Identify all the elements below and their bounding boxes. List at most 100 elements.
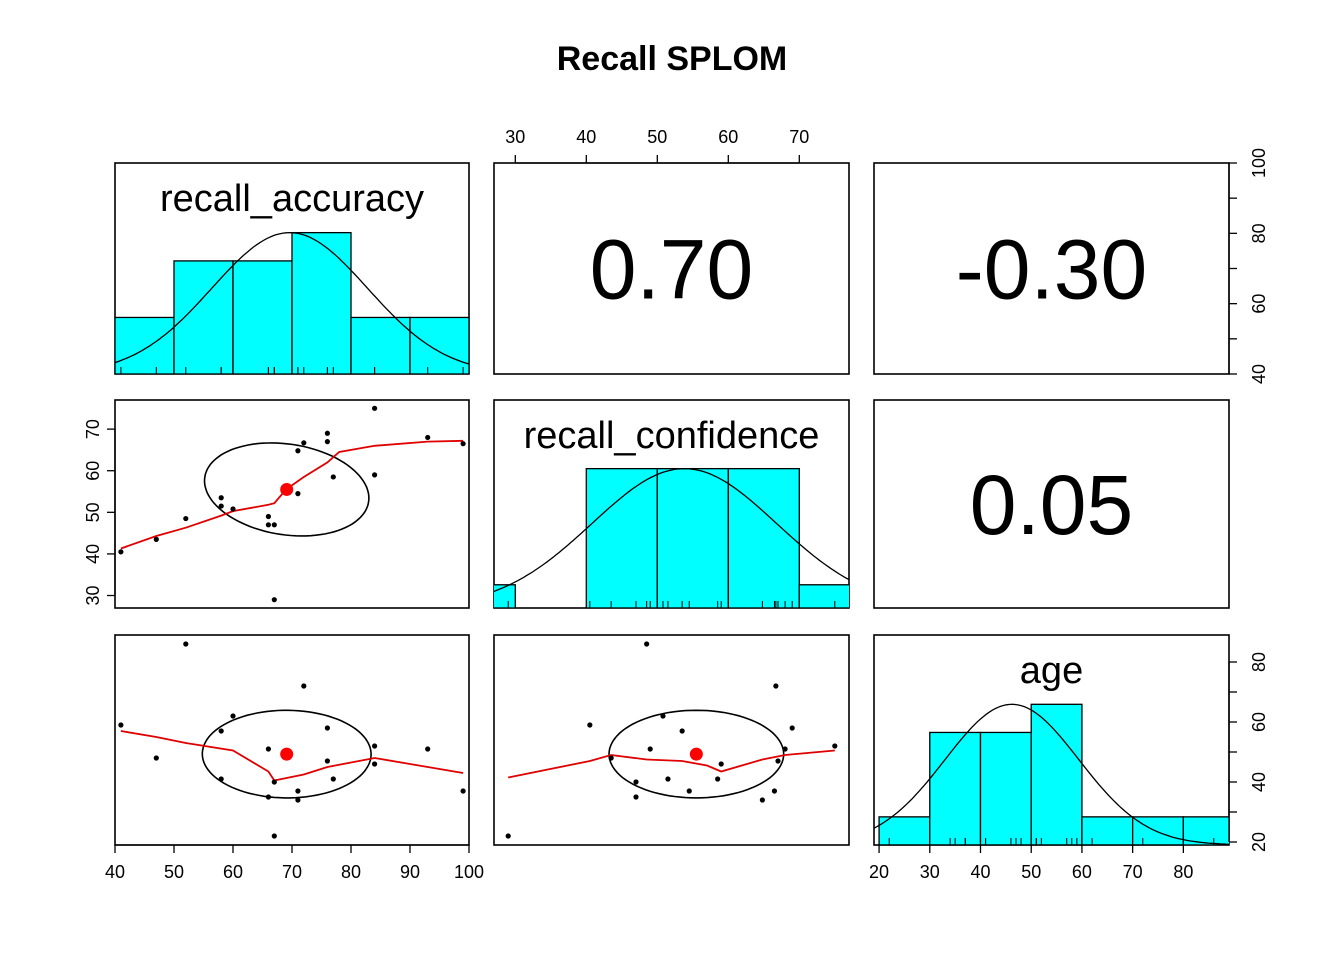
histogram-bar (1131, 816, 1185, 845)
data-point (265, 513, 271, 520)
density-curve (494, 467, 849, 593)
histogram-bar (1081, 816, 1134, 845)
loess-line (508, 749, 835, 779)
data-point (153, 755, 159, 761)
data-point (265, 794, 271, 800)
bottom-axis-accuracy-tick-label: 80 (341, 862, 361, 882)
data-point (425, 434, 431, 441)
data-point (330, 776, 336, 782)
data-point (218, 495, 224, 501)
histogram-bar (656, 467, 729, 608)
data-point (153, 536, 159, 542)
data-point (271, 522, 277, 528)
histogram-bar (494, 584, 516, 608)
histogram-bar (929, 731, 982, 845)
data-point (271, 833, 277, 839)
data-point (782, 746, 788, 752)
correlation-ellipse (203, 442, 370, 537)
right-axis-age-tick-label: 20 (1249, 832, 1269, 852)
data-point (759, 797, 765, 803)
histogram-bar (115, 316, 175, 374)
data-point (118, 549, 124, 555)
data-point (460, 788, 466, 794)
data-point (301, 683, 307, 689)
data-point (295, 448, 301, 454)
data-point (832, 743, 838, 749)
histogram-bar (173, 260, 234, 374)
bottom-axis-age-tick-label: 30 (920, 862, 940, 882)
left-axis-tick-label: 40 (83, 544, 103, 564)
correlation-ellipse (201, 709, 372, 799)
correlation-ellipse (608, 709, 785, 799)
data-point (183, 641, 189, 647)
histogram-bar (979, 731, 1032, 845)
scatter-panel-recall_accuracy-age (118, 641, 466, 839)
mean-point (280, 482, 294, 496)
data-point (324, 439, 330, 445)
data-point (505, 833, 511, 839)
data-point (324, 725, 330, 731)
density-curve (874, 703, 1229, 845)
scatter-panel-recall_confidence-age (505, 641, 838, 839)
data-point (775, 758, 781, 764)
histogram-age (874, 703, 1229, 845)
right-axis-accuracy-tick-label: 80 (1249, 223, 1269, 243)
histogram-bar (585, 467, 658, 608)
right-axis-accuracy-tick-label: 40 (1249, 364, 1269, 384)
data-point (372, 761, 378, 767)
data-point (633, 794, 639, 800)
bottom-axis-accuracy-tick-label: 90 (400, 862, 420, 882)
bottom-axis-accuracy-tick-label: 100 (454, 862, 484, 882)
right-axis-age-tick-label: 60 (1249, 712, 1269, 732)
data-point (608, 755, 614, 761)
histogram-bar (409, 316, 469, 374)
data-point (265, 746, 271, 752)
data-point (301, 440, 307, 446)
loess-line (120, 439, 464, 550)
histogram-bar (727, 467, 800, 608)
data-point (771, 788, 778, 794)
bottom-axis-age-tick-label: 70 (1123, 862, 1143, 882)
data-point (660, 713, 666, 719)
data-point (271, 779, 277, 785)
bottom-axis-accuracy-tick-label: 40 (105, 862, 125, 882)
top-axis-tick-label: 60 (718, 127, 738, 147)
histogram-bar (291, 231, 352, 374)
bottom-axis-age-tick-label: 50 (1021, 862, 1041, 882)
left-axis-tick-label: 60 (83, 461, 103, 481)
data-point (644, 641, 650, 647)
top-axis-tick-label: 50 (647, 127, 667, 147)
correlation-value: 0.05 (970, 458, 1134, 552)
bottom-axis-accuracy-tick-label: 60 (223, 862, 243, 882)
right-axis-age-tick-label: 80 (1249, 652, 1269, 672)
data-point (773, 683, 779, 689)
bottom-axis-age-tick-label: 40 (970, 862, 990, 882)
data-point (587, 722, 593, 728)
data-point (295, 797, 301, 803)
bottom-axis-accuracy-tick-label: 50 (164, 862, 184, 882)
right-axis-age-tick-label: 40 (1249, 772, 1269, 792)
data-point (647, 746, 653, 752)
mean-point (689, 747, 703, 761)
mean-point (280, 747, 294, 761)
bottom-axis-age-tick-label: 60 (1072, 862, 1092, 882)
data-point (218, 728, 224, 734)
histogram-bar (232, 260, 293, 374)
histogram-bar (1182, 816, 1229, 845)
bottom-axis-accuracy-tick-label: 70 (282, 862, 302, 882)
data-point (230, 506, 236, 512)
variable-name: recall_accuracy (160, 178, 424, 220)
data-point (265, 522, 271, 528)
data-point (118, 722, 124, 728)
data-point (679, 728, 685, 734)
data-point (324, 430, 330, 436)
data-point (425, 746, 431, 752)
data-point (686, 788, 692, 794)
data-point (718, 761, 724, 767)
bottom-axis-age-tick-label: 20 (869, 862, 889, 882)
histogram-bar (350, 316, 411, 374)
data-point (218, 503, 224, 509)
data-point (230, 713, 236, 719)
data-point (295, 491, 301, 497)
